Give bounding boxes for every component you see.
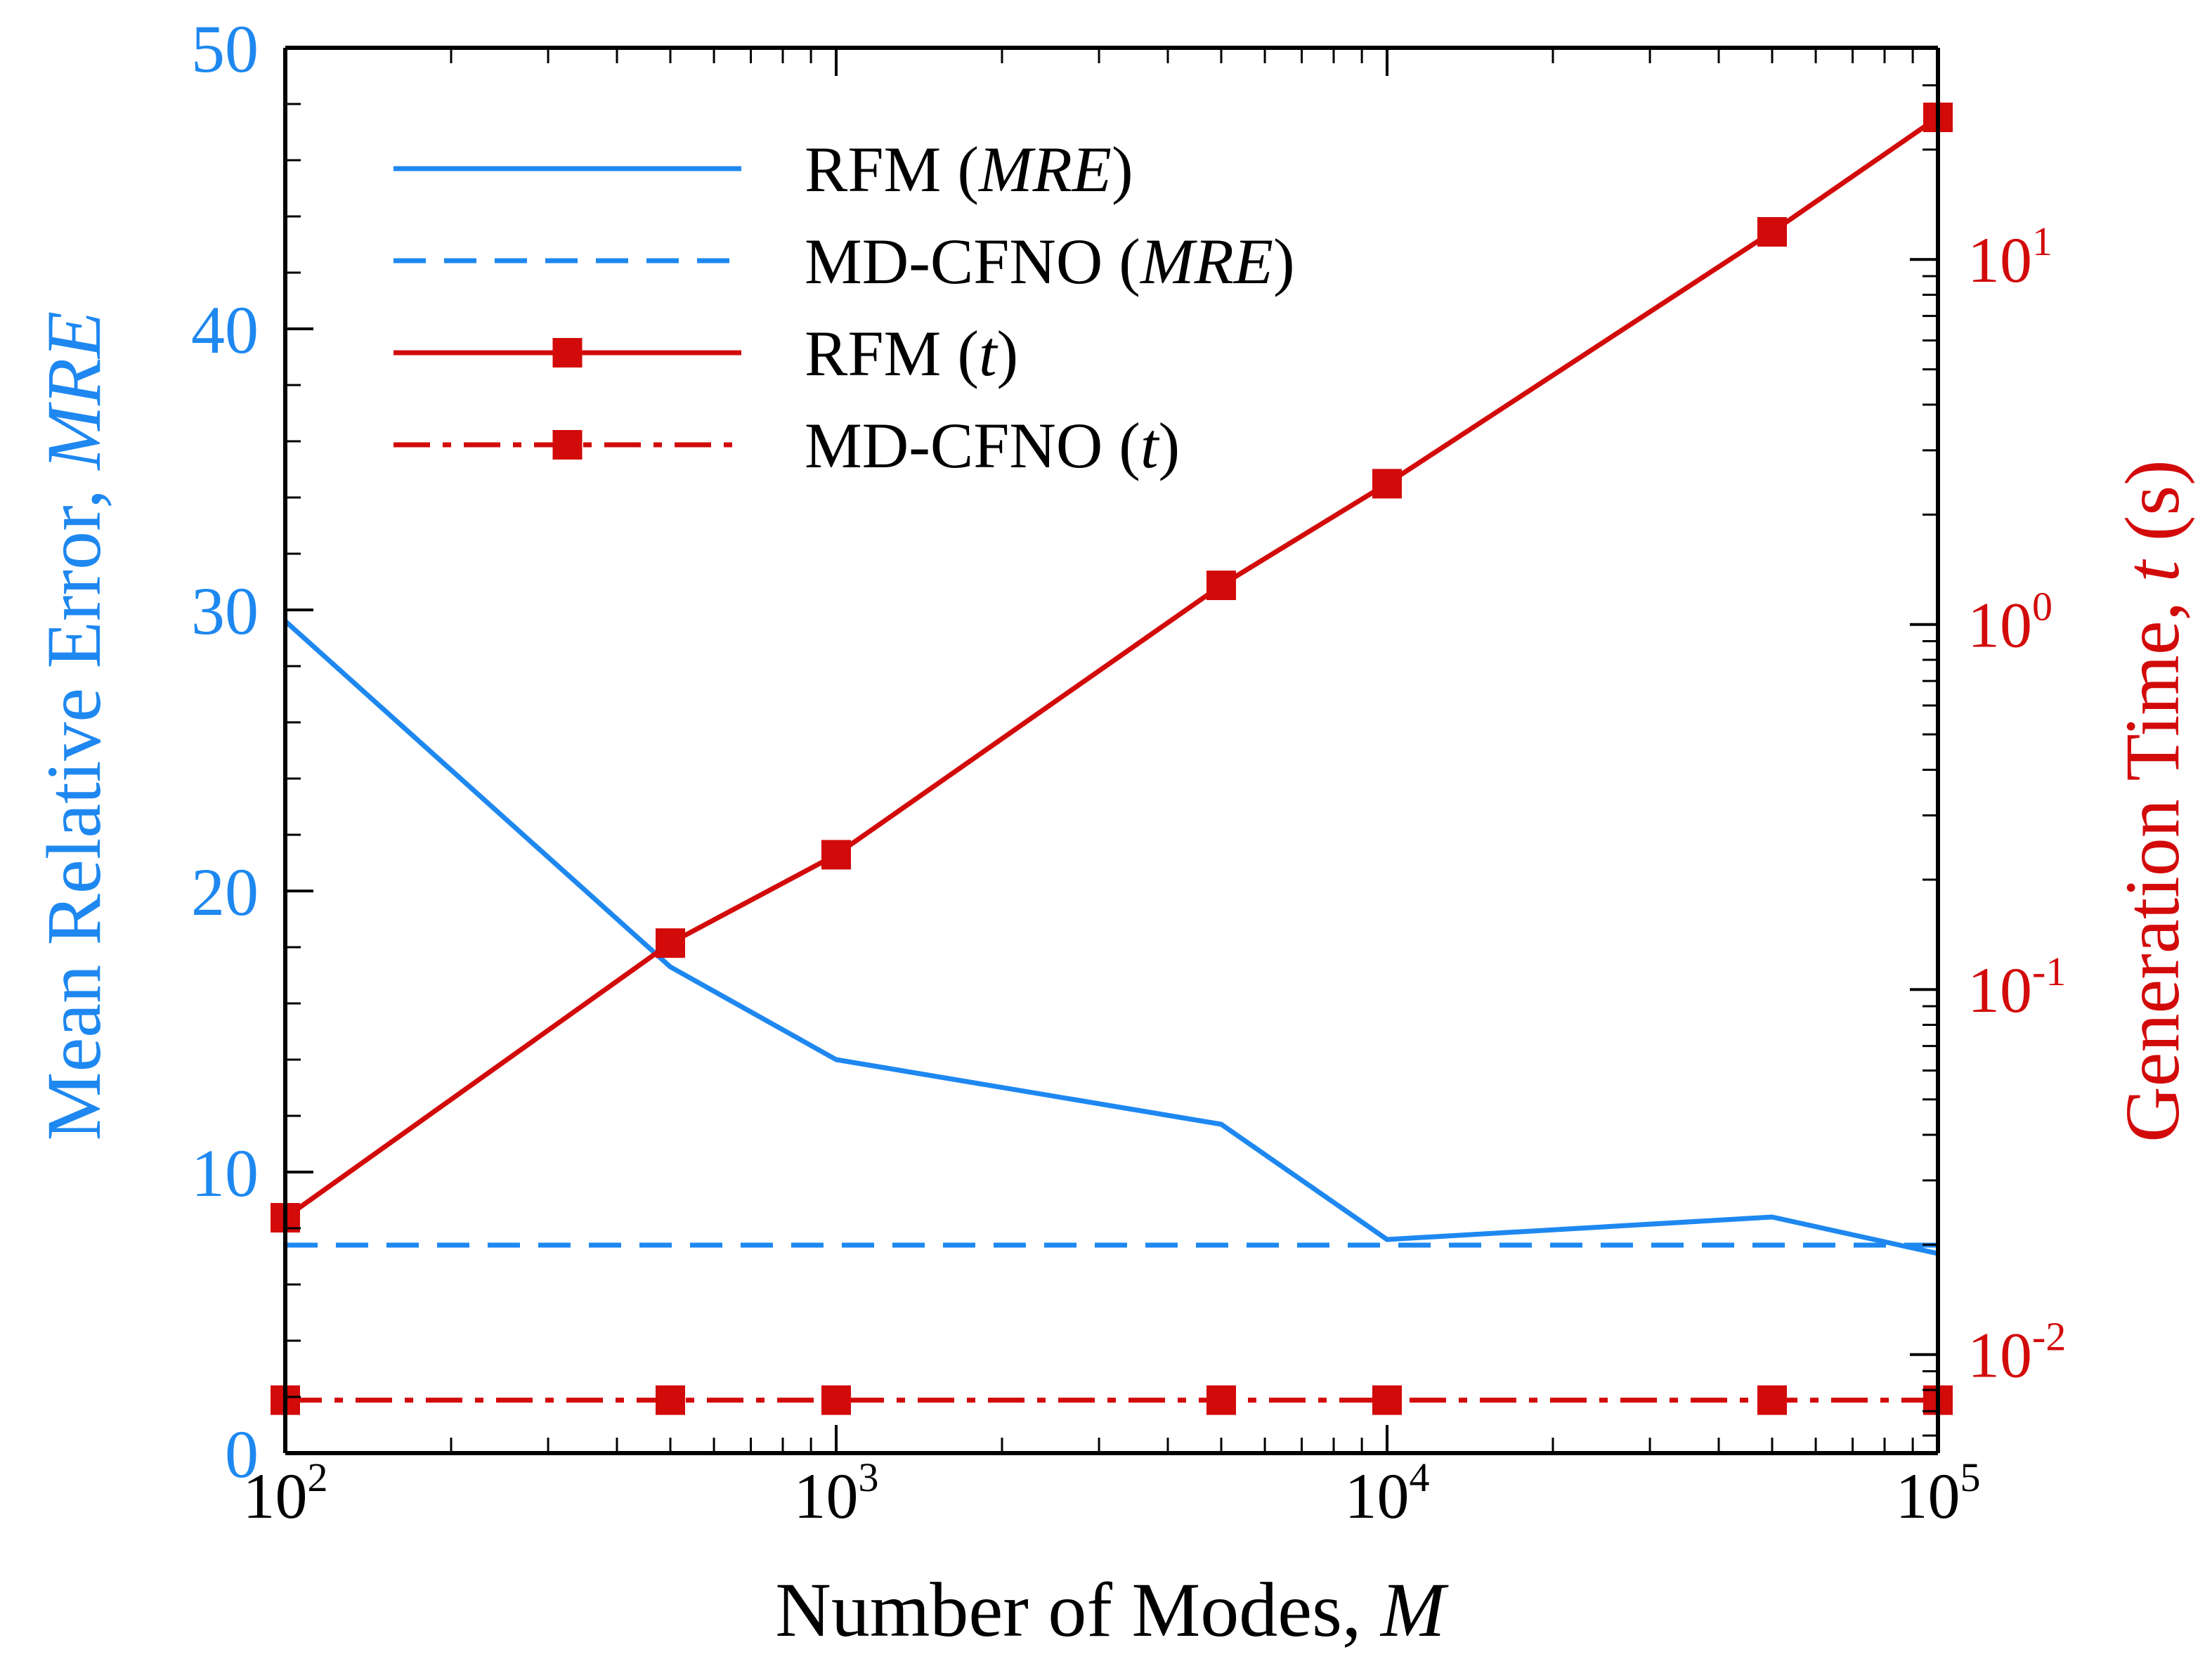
legend: RFM (MRE)MD-CFNO (MRE)RFM (t)MD-CFNO (t) [393,134,1295,481]
y-left-tick-label: 20 [191,854,259,930]
y-right-tick-label-exponent: -1 [2032,949,2066,994]
x-tick-label-base: 10 [243,1460,308,1532]
y-left-tick-label: 0 [225,1417,259,1492]
legend-label-close: ) [1273,226,1295,297]
y-axis-left-title-symbol: MRE [31,311,117,471]
legend-label-symbol: t [979,318,998,389]
legend-marker-cfno_t [552,430,583,460]
marker-cfno_t-2 [821,1385,851,1415]
legend-entry-cfno_mre: MD-CFNO (MRE) [393,226,1295,297]
marker-rfm_t-1 [655,928,685,958]
legend-label-close: ) [1159,410,1180,481]
x-tick-label: 104 [1345,1455,1430,1532]
marker-cfno_t-4 [1372,1385,1402,1415]
legend-label-name: RFM ( [805,134,979,205]
y-right-tick-label-base: 10 [1967,590,2032,661]
series-layer [271,103,1953,1415]
y-axis-right-title-unit: (s) [2109,460,2195,561]
y-right-tick-label-base: 10 [1967,1320,2032,1391]
x-axis-title-symbol: M [1379,1567,1449,1653]
x-axis-title: Number of Modes, M [775,1567,1449,1653]
legend-label-cfno_t: MD-CFNO (t) [805,410,1180,481]
x-tick-label-exponent: 3 [859,1455,879,1500]
y-axis-left-title-text: Mean Relative Error, [31,470,117,1141]
legend-label-symbol: MRE [977,134,1112,205]
x-tick-label-exponent: 2 [308,1455,328,1500]
y-right-tick-label-exponent: 0 [2032,584,2052,630]
marker-cfno_t-3 [1206,1385,1236,1415]
series-rfm_t [271,103,1953,1233]
y-right-tick-label: 10-2 [1967,1314,2066,1391]
y-right-tick-label: 100 [1967,584,2052,661]
x-tick-label-base: 10 [1345,1460,1410,1532]
y-left-tick-label: 10 [191,1136,259,1211]
marker-rfm_t-4 [1372,469,1402,499]
legend-label-close: ) [997,318,1019,389]
y-right-tick-label-exponent: -2 [2032,1314,2066,1360]
x-axis-title-text: Number of Modes, [775,1567,1381,1653]
y-left-tick-label: 30 [191,573,259,649]
x-tick-label: 102 [243,1455,328,1532]
legend-label-cfno_mre: MD-CFNO (MRE) [805,226,1295,297]
legend-label-rfm_t: RFM (t) [805,318,1018,389]
marker-rfm_t-3 [1206,571,1236,601]
legend-entry-cfno_t: MD-CFNO (t) [393,410,1180,481]
marker-rfm_t-2 [821,840,851,870]
legend-label-name: MD-CFNO ( [805,226,1140,297]
series-cfno_t [271,1385,1953,1415]
y-axis-right-title-text: Generation Time, [2109,582,2195,1142]
legend-label-symbol: MRE [1139,226,1273,297]
axes-layer [283,46,1940,1455]
y-right-tick-label-exponent: 1 [2032,219,2052,264]
x-tick-label-exponent: 4 [1410,1455,1430,1500]
marker-rfm_t-5 [1757,216,1787,247]
legend-marker-rfm_t [552,338,583,367]
y-axis-right-title: Generation Time, t (s) [2109,460,2195,1143]
legend-label-name: MD-CFNO ( [805,410,1140,481]
x-tick-label: 103 [794,1455,879,1532]
x-tick-label-base: 10 [794,1460,859,1532]
x-tick-label-base: 10 [1896,1460,1960,1532]
series-line-rfm_mre [283,619,1939,1256]
y-right-tick-label: 10-1 [1967,949,2066,1026]
legend-label-name: RFM ( [805,318,979,389]
legend-entry-rfm_mre: RFM (MRE) [393,134,1133,205]
y-axis-left-title: Mean Relative Error, MRE [31,311,117,1141]
legend-label-symbol: t [1140,410,1160,481]
y-right-tick-label-base: 10 [1967,954,2032,1026]
legend-label-rfm_mre: RFM (MRE) [805,134,1133,205]
y-right-tick-label-base: 10 [1967,224,2032,296]
y-right-tick-label: 101 [1967,219,2052,296]
legend-entry-rfm_t: RFM (t) [393,318,1018,389]
marker-cfno_t-1 [655,1385,685,1415]
marker-cfno_t-5 [1757,1385,1787,1415]
y-left-tick-label: 50 [191,11,259,86]
x-tick-label-exponent: 5 [1960,1455,1981,1500]
y-left-tick-label: 40 [191,292,259,367]
legend-label-close: ) [1112,134,1133,205]
y-axis-right-title-symbol: t [2109,559,2195,582]
x-tick-label: 105 [1896,1455,1981,1532]
series-rfm_mre [283,619,1939,1256]
